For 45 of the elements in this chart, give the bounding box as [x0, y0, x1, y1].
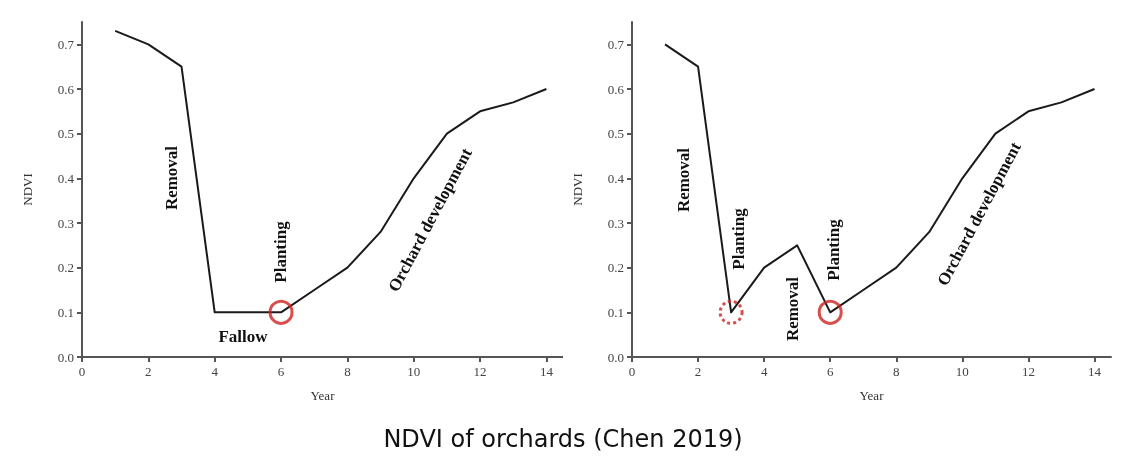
- x-axis-title: Year: [310, 388, 336, 403]
- y-tick-label: 0.4: [57, 170, 75, 186]
- text: NDVI of orchards (Chen 2019): [382, 425, 744, 453]
- y-tick-label: 0.0: [57, 349, 74, 365]
- y-tick-label: 0.3: [607, 215, 624, 231]
- x-axis-title: Year: [859, 388, 885, 403]
- x-tick-label: 0: [628, 364, 636, 379]
- annotation: Planting: [823, 218, 843, 281]
- x-tick-label: 6: [826, 364, 834, 379]
- y-tick-label: 0.1: [57, 304, 74, 320]
- x-tick-label: 12: [1021, 364, 1035, 379]
- x-tick-label: 10: [955, 364, 969, 379]
- y-tick-label: 0.5: [607, 126, 624, 142]
- x-tick-label: 4: [211, 364, 219, 379]
- annotation: Planting: [728, 207, 748, 270]
- y-axis-title: NDVI: [570, 173, 585, 206]
- annotation: Removal: [782, 276, 802, 342]
- annotation: Removal: [673, 147, 693, 213]
- y-axis-title: NDVI: [20, 173, 35, 206]
- annotation: Planting: [270, 220, 290, 283]
- y-tick-label: 0.7: [57, 36, 75, 52]
- x-tick-label: 14: [1087, 364, 1102, 379]
- x-tick-label: 14: [539, 364, 554, 379]
- x-tick-label: 6: [277, 364, 285, 379]
- x-tick-label: 8: [893, 364, 900, 379]
- y-tick-label: 0.6: [57, 81, 75, 97]
- x-tick-label: 8: [344, 364, 351, 379]
- annotation: Removal: [161, 145, 181, 211]
- y-tick-label: 0.2: [57, 260, 74, 276]
- line-series: [114, 29, 548, 314]
- y-tick-label: 0.5: [57, 126, 74, 142]
- x-tick-label: 4: [760, 364, 768, 379]
- annotation: Fallow: [218, 326, 269, 346]
- y-tick-label: 0.3: [57, 215, 74, 231]
- x-tick-label: 2: [145, 364, 152, 379]
- y-tick-label: 0.4: [607, 170, 625, 186]
- y-tick-label: 0.1: [607, 304, 624, 320]
- y-tick-label: 0.7: [607, 36, 625, 52]
- x-tick-label: 10: [407, 364, 421, 379]
- y-tick-label: 0.2: [607, 260, 624, 276]
- x-tick-label: 0: [78, 364, 86, 379]
- y-tick-label: 0.6: [607, 81, 625, 97]
- x-tick-label: 12: [473, 364, 487, 379]
- y-tick-label: 0.0: [607, 349, 624, 365]
- x-tick-label: 2: [694, 364, 702, 379]
